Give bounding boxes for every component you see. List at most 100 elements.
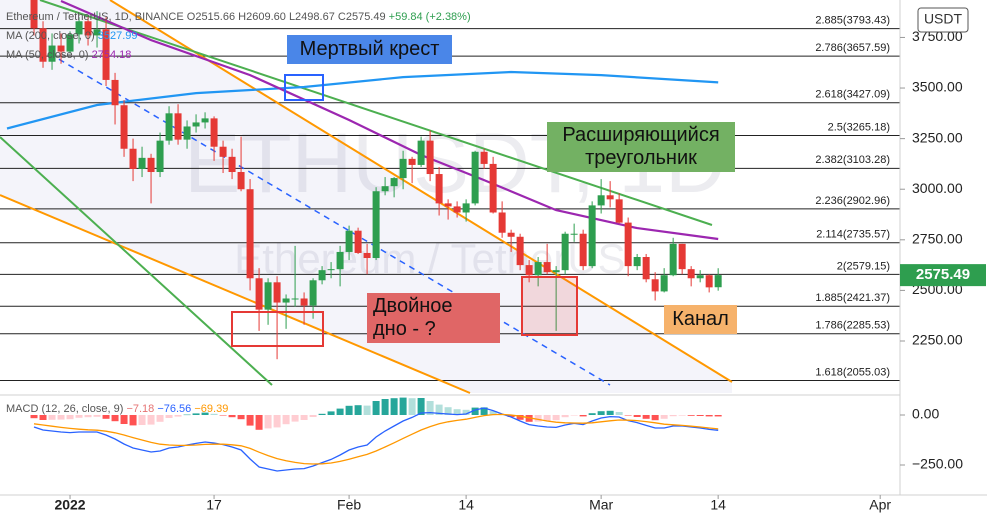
macd-bar [183, 414, 191, 416]
candle-body [552, 270, 560, 273]
macd-bar [615, 412, 623, 415]
axis-layer: 3750.003500.003250.003000.002750.002500.… [54, 28, 986, 513]
candle-body [354, 230, 362, 253]
currency-box[interactable] [917, 7, 969, 33]
candle-body [453, 206, 461, 213]
fib-label: 2.5(3265.18) [828, 121, 890, 133]
macd-bar [48, 415, 56, 420]
macd-bar [579, 415, 587, 417]
macd-bar [507, 415, 515, 417]
macd-bar [669, 415, 677, 417]
currency[interactable]: USDT [924, 11, 963, 27]
candle-body [336, 251, 344, 270]
annotation-text: Двойное [373, 295, 453, 317]
fib-label: 1.885(2421.37) [815, 292, 890, 304]
plot-layer [6, 0, 722, 472]
fib-label: 2.236(2902.96) [815, 195, 890, 207]
x-tick-label: 17 [206, 497, 222, 513]
macd-bar [30, 415, 38, 419]
candle-body [678, 243, 686, 270]
ma-legend: MA (200, close, 0) 3527.99 [6, 30, 137, 42]
macd-bar [453, 409, 461, 415]
macd-bar [642, 415, 650, 419]
candle-body [471, 151, 479, 204]
macd-bar [273, 415, 281, 428]
macd-value: −76.56 [157, 403, 191, 415]
channel-upper [109, 0, 733, 383]
candle-body [597, 195, 605, 206]
macd-bar [489, 411, 497, 415]
macd-bar [309, 415, 317, 417]
candle-body [138, 157, 146, 169]
macd-bar [39, 415, 47, 420]
candle-body [426, 140, 434, 175]
macd-bar [219, 415, 227, 416]
fib-label: 2.618(3427.09) [815, 89, 890, 101]
x-tick-label: Apr [869, 497, 891, 513]
macd-bar [552, 415, 560, 421]
candle-body [237, 172, 245, 190]
macd-bar [102, 415, 110, 419]
macd-hist-value: −7.18 [126, 403, 154, 415]
macd-bar [417, 398, 425, 415]
macd-bar [408, 398, 416, 415]
fib-label: 2.114(2735.57) [816, 229, 890, 241]
candle-body [633, 257, 641, 267]
macd-bar [93, 415, 101, 417]
annotation-box [664, 305, 737, 334]
candle-body [318, 270, 326, 281]
macd-bar [318, 413, 326, 415]
overlay-layer [231, 74, 578, 347]
macd-bar [678, 415, 686, 416]
macd-bar [57, 415, 65, 420]
candle-body [363, 252, 371, 259]
macd-signal-value: −69.39 [194, 403, 228, 415]
annotation-box [547, 122, 735, 172]
macd-bar [606, 410, 614, 415]
macd-bar [651, 415, 659, 421]
candle-body [201, 118, 209, 123]
candle-body [570, 233, 578, 235]
macd-bar [84, 415, 92, 418]
macd-bar [129, 415, 137, 426]
macd-bar [174, 415, 182, 417]
candle-body [219, 146, 227, 157]
candle-body [381, 186, 389, 192]
candle-body [291, 298, 299, 300]
cross-box [284, 74, 324, 101]
y-tick-label: 3500.00 [912, 79, 963, 95]
candle-body [300, 298, 308, 306]
x-tick-label: Mar [589, 497, 613, 513]
candle-body [462, 203, 470, 213]
candle-body [93, 29, 101, 36]
candle-body [66, 34, 74, 52]
macd-bar [210, 413, 218, 415]
macd-bar [192, 413, 200, 415]
candle-body [273, 282, 281, 303]
candle-body [282, 298, 290, 303]
x-tick-label: 14 [710, 497, 726, 513]
candle-body [489, 163, 497, 213]
fib-label: 2(2579.15) [837, 260, 890, 272]
macd-bar [327, 411, 335, 415]
macd-macd-line [33, 407, 719, 472]
annotation-text: дно - ? [373, 318, 436, 340]
y-tick-label: 2750.00 [912, 231, 963, 247]
candle-body [183, 126, 191, 140]
macd-bar [237, 415, 245, 420]
ma-name: MA (200, close, 0) [6, 30, 95, 42]
candle-body [480, 151, 488, 164]
macd-bar [462, 409, 470, 415]
candle-body [399, 158, 407, 179]
macd-bar [597, 411, 605, 415]
macd-signal-line [33, 413, 719, 465]
ma-value: 3527.99 [98, 30, 138, 42]
macd-bar [471, 407, 479, 415]
macd-bar [75, 415, 83, 418]
candle-body [705, 275, 713, 288]
candle-body [111, 79, 119, 106]
annotation-text: Расширяющийся [562, 124, 719, 146]
annotation-text: Канал [672, 308, 729, 330]
